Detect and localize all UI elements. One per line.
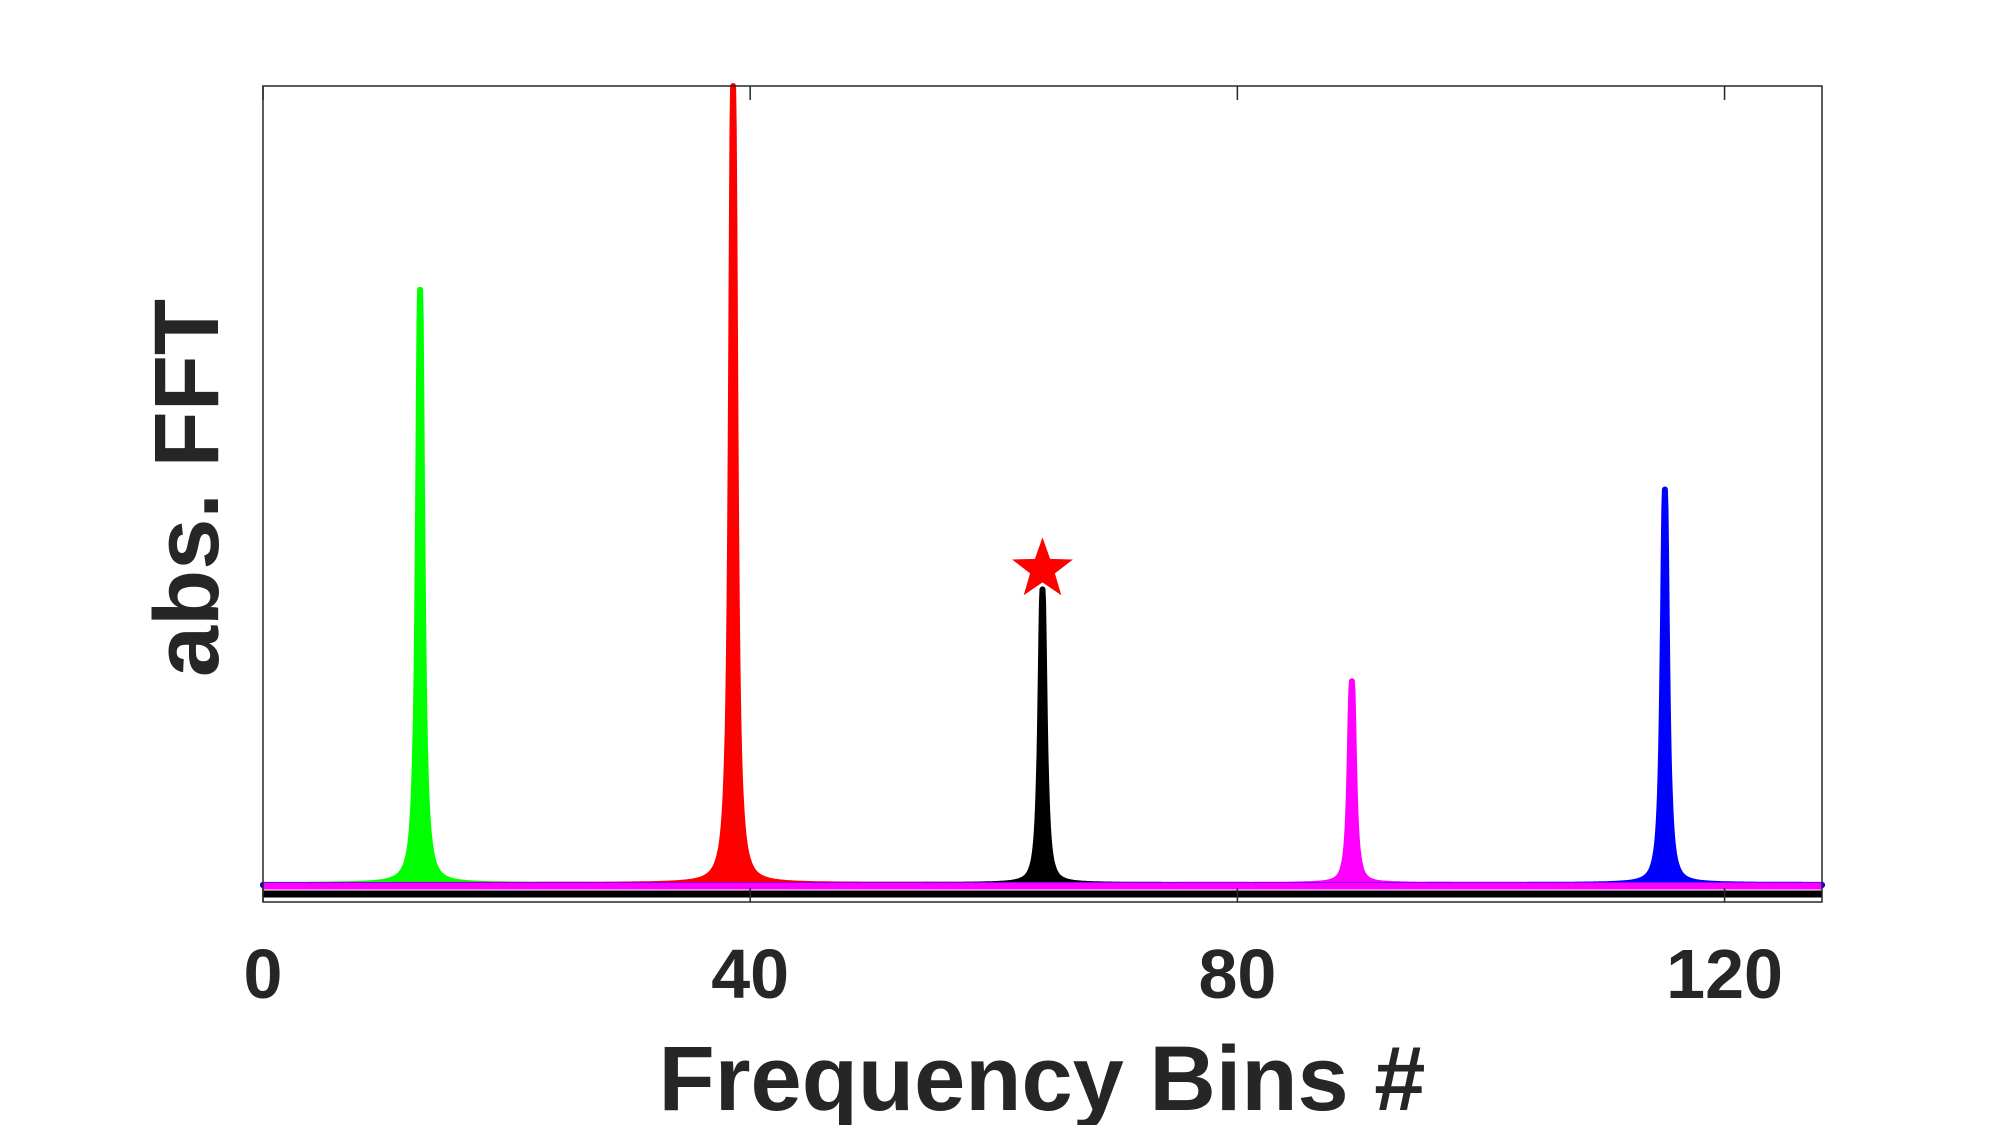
star-marker-0 bbox=[1012, 537, 1073, 596]
series-layer bbox=[260, 83, 1825, 898]
x-tick-label-2: 80 bbox=[1198, 935, 1276, 1013]
x-tick-label-0: 0 bbox=[244, 935, 283, 1013]
axes-box bbox=[262, 85, 1823, 903]
y-axis-label: abs. FFT bbox=[136, 299, 238, 677]
ticks-layer: 0 40 80 120 bbox=[244, 86, 1783, 1013]
x-axis-label: Frequency Bins # bbox=[659, 1028, 1426, 1125]
series-2-spectrum bbox=[260, 586, 1825, 888]
marker-layer bbox=[1012, 537, 1073, 596]
x-tick-label-1: 40 bbox=[711, 935, 789, 1013]
x-tick-label-3: 120 bbox=[1666, 935, 1783, 1013]
